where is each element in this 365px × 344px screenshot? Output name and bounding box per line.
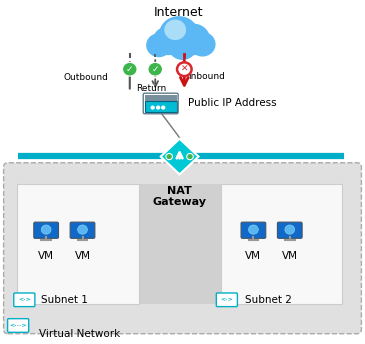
Text: ✓: ✓ (126, 65, 134, 74)
Circle shape (161, 106, 165, 110)
Circle shape (78, 225, 87, 234)
Circle shape (153, 26, 183, 55)
Circle shape (156, 106, 160, 110)
Text: <·>: <·> (220, 297, 233, 302)
Circle shape (164, 20, 186, 40)
Text: Outbound: Outbound (63, 73, 108, 82)
Circle shape (168, 33, 197, 60)
FancyBboxPatch shape (8, 319, 29, 332)
Circle shape (249, 225, 258, 234)
FancyBboxPatch shape (277, 222, 302, 238)
Circle shape (177, 62, 192, 76)
Text: ✕: ✕ (181, 65, 188, 74)
Text: Return: Return (137, 84, 167, 93)
FancyBboxPatch shape (139, 184, 221, 304)
Text: Public IP Address: Public IP Address (188, 98, 277, 108)
Circle shape (150, 106, 155, 110)
Text: Virtual Network: Virtual Network (39, 329, 120, 339)
Circle shape (187, 153, 193, 160)
Circle shape (166, 153, 173, 160)
FancyBboxPatch shape (145, 101, 177, 112)
Text: VM: VM (245, 251, 261, 261)
Text: Subnet 2: Subnet 2 (245, 295, 291, 305)
FancyBboxPatch shape (221, 184, 342, 304)
Text: VM: VM (38, 251, 54, 261)
Circle shape (148, 62, 162, 76)
Circle shape (189, 32, 216, 56)
Circle shape (146, 33, 172, 57)
Text: Inbound: Inbound (188, 72, 225, 81)
FancyBboxPatch shape (145, 95, 177, 101)
Circle shape (159, 16, 199, 54)
Text: <·>: <·> (18, 297, 31, 302)
Circle shape (285, 225, 295, 234)
Circle shape (123, 62, 137, 76)
FancyBboxPatch shape (149, 40, 209, 53)
FancyBboxPatch shape (4, 163, 361, 334)
Text: VM: VM (282, 251, 298, 261)
Text: ✓: ✓ (151, 65, 159, 74)
Polygon shape (161, 139, 199, 174)
Circle shape (177, 24, 210, 55)
Circle shape (41, 225, 51, 234)
FancyBboxPatch shape (34, 222, 58, 238)
Text: <···>: <···> (9, 323, 27, 328)
FancyBboxPatch shape (70, 222, 95, 238)
Text: Subnet 1: Subnet 1 (41, 295, 88, 305)
Text: VM: VM (74, 251, 91, 261)
FancyBboxPatch shape (14, 293, 35, 307)
FancyBboxPatch shape (17, 184, 139, 304)
FancyBboxPatch shape (241, 222, 266, 238)
FancyBboxPatch shape (216, 293, 237, 307)
Text: Internet: Internet (154, 6, 204, 19)
Text: NAT
Gateway: NAT Gateway (153, 186, 207, 207)
